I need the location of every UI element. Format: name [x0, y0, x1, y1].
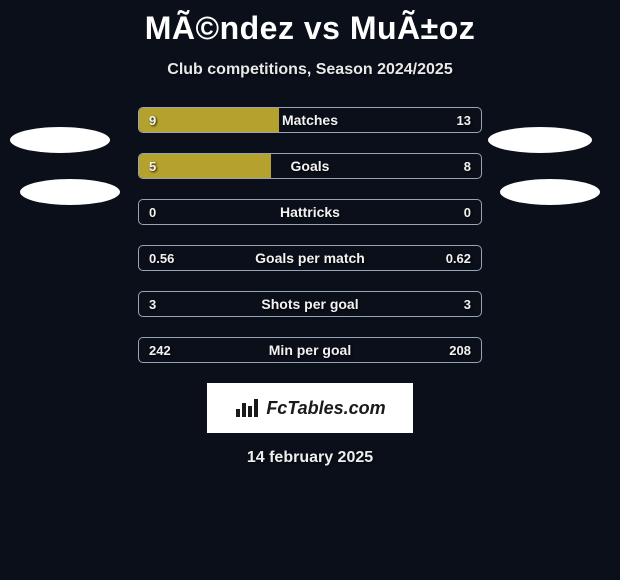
bar-row: 5Goals8 [138, 153, 482, 179]
date-label: 14 february 2025 [0, 449, 620, 467]
bar-value-right: 3 [464, 292, 471, 316]
bar-value-left: 3 [149, 292, 156, 316]
bar-row: 3Shots per goal3 [138, 291, 482, 317]
logo-text: FcTables.com [266, 398, 385, 419]
bar-label: Shots per goal [139, 292, 481, 316]
bar-value-right: 0.62 [446, 246, 471, 270]
bar-value-right: 13 [457, 108, 471, 132]
bar-row: 0Hattricks0 [138, 199, 482, 225]
bar-value-right: 0 [464, 200, 471, 224]
page-title: MÃ©ndez vs MuÃ±oz [0, 0, 620, 47]
player-badge-left-top [10, 127, 110, 153]
bar-chart-icon [234, 397, 260, 419]
player-badge-left-mid [20, 179, 120, 205]
bar-label: Min per goal [139, 338, 481, 362]
content-area: 9Matches13 5Goals8 0Hattricks0 0.56Goals pe… [0, 107, 620, 467]
player-badge-right-mid [500, 179, 600, 205]
bar-row: 0.56Goals per match0.62 [138, 245, 482, 271]
bar-row: 242Min per goal208 [138, 337, 482, 363]
bar-value-left: 0 [149, 200, 156, 224]
bar-fill [139, 108, 279, 132]
bar-value-right: 208 [449, 338, 471, 362]
bar-value-left: 9 [149, 108, 156, 132]
comparison-bars: 9Matches13 5Goals8 0Hattricks0 0.56Goals pe… [138, 107, 482, 363]
player-badge-right-top [488, 127, 592, 153]
bar-value-left: 242 [149, 338, 171, 362]
bar-label: Goals per match [139, 246, 481, 270]
bar-row: 9Matches13 [138, 107, 482, 133]
bar-fill [139, 154, 271, 178]
bar-value-left: 5 [149, 154, 156, 178]
logo-box: FcTables.com [207, 383, 413, 433]
page-subtitle: Club competitions, Season 2024/2025 [0, 61, 620, 79]
bar-value-right: 8 [464, 154, 471, 178]
bar-label: Hattricks [139, 200, 481, 224]
bar-value-left: 0.56 [149, 246, 174, 270]
